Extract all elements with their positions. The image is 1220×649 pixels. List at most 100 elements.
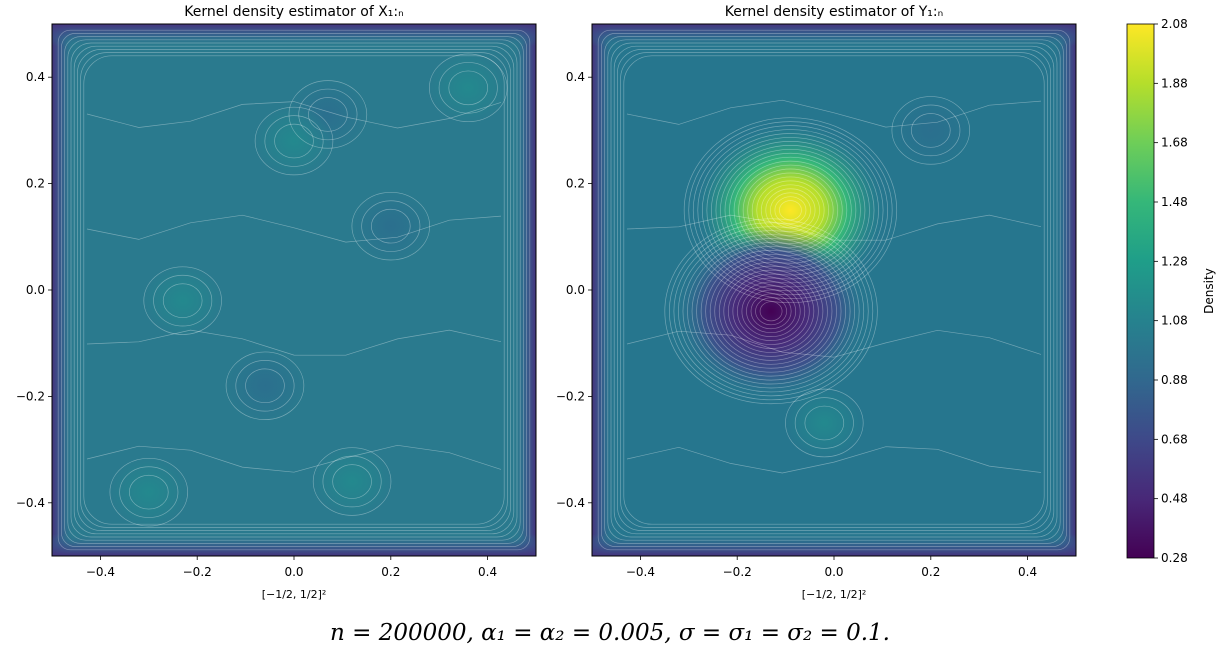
y-tick-label: 0.4	[26, 70, 45, 84]
colorbar: 2.08 1.88 1.68 1.48 1.28 1.08 0.88 0.68 0.48 0.28…	[1126, 17, 1216, 565]
contour-line	[747, 172, 834, 248]
contour-line	[245, 368, 285, 404]
colorbar-tick-label: 0.28	[1161, 551, 1188, 565]
density-feature	[890, 94, 971, 167]
contour-line	[626, 446, 1042, 474]
panel-2-xlabel: [−1/2, 1/2]²	[802, 588, 867, 601]
x-tick-label: −0.4	[86, 565, 115, 579]
contour-line	[604, 36, 1064, 544]
contour-line	[601, 33, 1067, 547]
contour-line	[700, 250, 842, 373]
x-tick-label: 0.4	[478, 565, 497, 579]
contour-line	[678, 230, 865, 393]
contour-line	[891, 96, 971, 165]
contour-line	[738, 164, 843, 256]
contour-line	[709, 257, 833, 365]
contour-line	[448, 70, 489, 106]
y-tick-label: 0.0	[566, 283, 585, 297]
contour-line	[438, 62, 498, 114]
density-feature	[676, 225, 866, 397]
density-feature	[108, 456, 189, 529]
contour-line	[911, 113, 951, 148]
x-tick-label: −0.2	[183, 565, 212, 579]
x-tick-label: 0.2	[921, 565, 940, 579]
contour-line	[732, 277, 810, 345]
contour-line	[756, 180, 825, 240]
contour-line	[760, 184, 820, 236]
contour-line	[729, 156, 852, 264]
contour-line	[664, 218, 878, 405]
contour-line	[308, 97, 348, 132]
contour-line	[626, 99, 1042, 128]
y-tick-label: −0.4	[556, 496, 585, 510]
colorbar-tick-label: 1.28	[1161, 254, 1188, 268]
contour-line	[225, 351, 305, 420]
panel-1-heatmap	[52, 24, 536, 556]
contour-line	[741, 285, 801, 338]
contour-line	[610, 42, 1058, 538]
contour-line	[617, 49, 1051, 531]
panel-1-xlabel: [−1/2, 1/2]²	[262, 588, 327, 601]
y-tick-label: −0.2	[556, 389, 585, 403]
contour-line	[129, 474, 169, 510]
contour-line	[901, 104, 961, 157]
colorbar-tick-label: 1.68	[1161, 136, 1188, 150]
contour-line	[86, 329, 502, 356]
contour-line	[86, 214, 502, 243]
contour-line	[64, 36, 524, 544]
contour-line	[597, 29, 1071, 551]
contour-line	[607, 39, 1061, 541]
contour-line	[57, 29, 531, 551]
density-feature	[312, 445, 392, 518]
density-feature	[142, 264, 223, 337]
colorbar-tick-label: 2.08	[1161, 17, 1188, 31]
contour-line	[723, 269, 819, 353]
contour-line	[701, 133, 879, 288]
contour-line	[673, 226, 869, 397]
colorbar-tick-label: 0.48	[1161, 492, 1188, 506]
contour-line	[80, 52, 508, 528]
y-tick-label: 0.0	[26, 283, 45, 297]
panel-y-density: Kernel density estimator of Y₁:ₙ −0.4 −0.…	[556, 4, 1077, 601]
contour-line	[696, 246, 846, 377]
contour-line	[623, 55, 1045, 525]
colorbar-tick-label: 1.08	[1161, 314, 1188, 328]
contour-line	[691, 242, 851, 381]
colorbar-bar	[1127, 24, 1154, 558]
contour-line	[332, 464, 372, 499]
density-feature	[784, 386, 865, 460]
contour-line	[77, 49, 511, 531]
contour-line	[109, 457, 189, 527]
contour-line	[119, 466, 179, 518]
contour-line	[687, 238, 856, 385]
contour-line	[371, 208, 411, 244]
y-tick-label: −0.4	[16, 496, 45, 510]
contour-line	[718, 265, 824, 357]
contour-line	[711, 141, 870, 280]
contour-line	[153, 274, 213, 327]
contour-line	[682, 234, 860, 389]
colorbar-tick-label: 1.48	[1161, 195, 1188, 209]
contour-line	[86, 444, 502, 473]
contour-line	[429, 53, 508, 123]
contour-line	[298, 88, 358, 141]
contour-line	[70, 42, 518, 538]
contour-line	[613, 45, 1055, 535]
contour-line	[312, 447, 392, 516]
contour-line	[770, 192, 811, 229]
contour-line	[785, 388, 864, 458]
x-tick-label: −0.2	[723, 565, 752, 579]
contour-line	[697, 129, 884, 292]
contour-line	[73, 45, 515, 535]
contour-line	[765, 188, 816, 232]
contour-line	[264, 115, 324, 167]
figure-caption: n = 200000, α₁ = α₂ = 0.005, σ = σ₁ = σ₂…	[330, 620, 890, 646]
contour-line	[683, 117, 898, 304]
panel-1-title: Kernel density estimator of X₁:ₙ	[184, 4, 403, 20]
contour-line	[626, 329, 1042, 358]
contour-line	[751, 176, 830, 244]
contour-line	[804, 405, 845, 441]
contour-line	[715, 144, 866, 276]
contour-line	[724, 152, 857, 268]
